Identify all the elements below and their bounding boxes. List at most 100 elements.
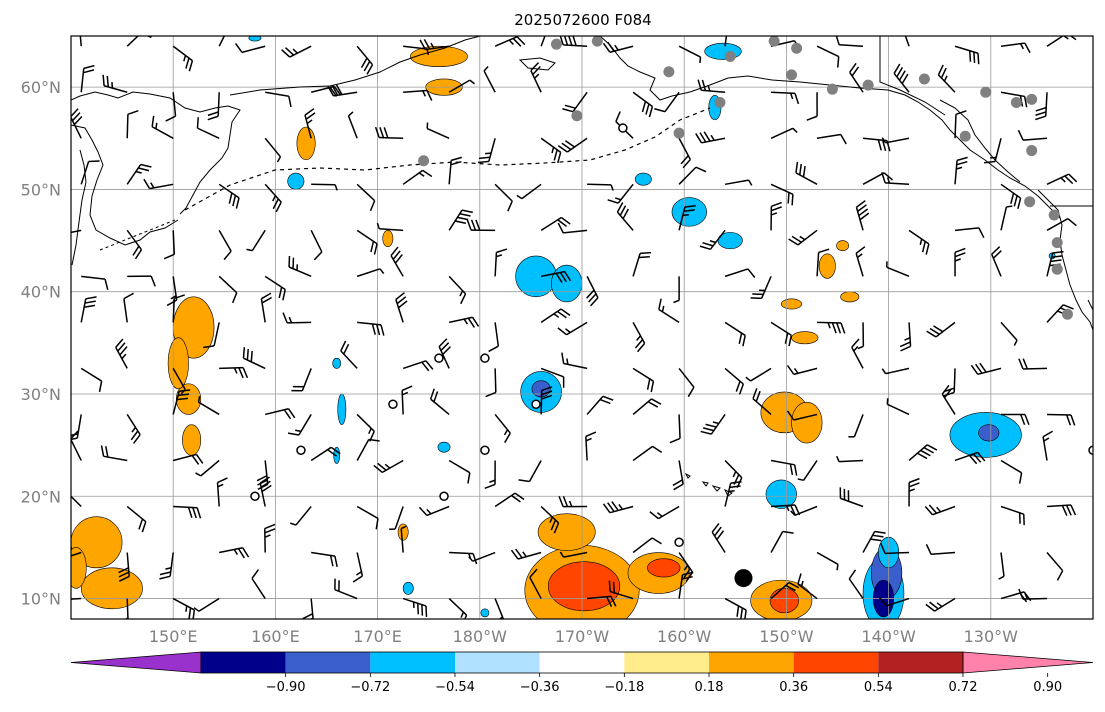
wind-barb-flag [275, 201, 282, 213]
positive-anomaly-area [80, 567, 143, 610]
wind-barb-flag [360, 57, 368, 68]
station-gray [591, 36, 603, 47]
wind-barb-flag [264, 523, 276, 530]
station-gray [663, 66, 675, 78]
coastline-west-coast [1037, 189, 1093, 331]
wind-barb-flag [697, 79, 702, 91]
wind-barb-flag [375, 518, 379, 530]
wind-barb [904, 36, 910, 47]
negative-anomaly-area [287, 172, 305, 190]
wind-barb-flag [478, 156, 491, 160]
wind-barb-flag [835, 36, 840, 45]
wind-barb [678, 367, 695, 398]
wind-barb-flag [553, 522, 560, 534]
negative-anomaly-area [634, 172, 652, 186]
positive-anomaly-area [537, 513, 596, 551]
colorbar-tick-label: 0.36 [779, 680, 808, 695]
wind-barb-flag [1019, 43, 1025, 50]
wind-barb [193, 597, 220, 612]
wind-barb [488, 322, 500, 353]
wind-barb-flag [195, 472, 202, 477]
wind-barb-flag [557, 222, 564, 234]
wind-barb-flag [792, 127, 798, 134]
wind-barb-flag [288, 96, 292, 108]
wind-barb-flag [557, 327, 567, 336]
wind-barb-flag [422, 169, 433, 178]
wind-barb [352, 552, 364, 583]
wind-barb-flag [333, 85, 342, 96]
wind-barb-flag [52, 226, 58, 235]
wind-barb-flag [728, 24, 739, 27]
wind-barb-flag [195, 453, 204, 464]
wind-barb [80, 296, 97, 323]
wind-barb-flag [368, 427, 372, 435]
wind-barb-flag [565, 328, 571, 334]
wind-barb [1000, 205, 1013, 231]
wind-barb-flag [786, 410, 795, 421]
wind-barb-flag [159, 575, 171, 580]
colorbar-segment [624, 652, 709, 673]
wind-barb-flag [622, 208, 629, 220]
wind-barb-flag [237, 548, 245, 559]
wind-barb [126, 505, 147, 533]
positive-anomaly-area [71, 547, 87, 589]
wind-barb-flag [733, 474, 740, 485]
wind-barb [724, 321, 746, 347]
wind-barb-flag [742, 335, 746, 347]
wind-barb [448, 209, 473, 231]
wind-barb-flag [956, 156, 968, 162]
wind-barb-flag [348, 111, 354, 117]
wind-barb-flag [440, 342, 450, 352]
wind-barb [418, 505, 450, 517]
wind-barb [79, 36, 82, 47]
wind-barb-staff [664, 91, 680, 113]
wind-barb [602, 501, 634, 514]
station-gray [1026, 93, 1038, 105]
wind-barb-flag [615, 111, 621, 122]
wind-barb-flag [559, 272, 567, 283]
wind-barb-flag [510, 549, 519, 560]
wind-barb-flag [1010, 192, 1015, 205]
wind-barb-staff [724, 36, 728, 47]
wind-barb [356, 413, 375, 442]
wind-barb-flag [207, 115, 219, 121]
wind-barb-flag [71, 112, 81, 122]
wind-barb-flag [138, 167, 150, 172]
wind-barb-flag [398, 300, 408, 309]
wind-barb-flag [442, 346, 451, 355]
wind-barb-flag [636, 342, 646, 353]
wind-barb-flag [1070, 504, 1077, 516]
wind-barb-flag [923, 446, 934, 454]
wind-barb [1046, 173, 1078, 185]
positive-anomaly-area [840, 291, 860, 303]
wind-barb [724, 597, 747, 619]
wind-barb-flag [818, 248, 830, 254]
wind-barb-flag [652, 445, 663, 454]
wind-barb-flag [377, 462, 387, 471]
wind-barb-flag [728, 20, 739, 23]
wind-barb [770, 127, 798, 139]
wind-barb-flag [334, 184, 338, 191]
lon-tick-label: 170°E [353, 627, 402, 646]
wind-barb-flag [566, 358, 569, 365]
wind-barb-flag [217, 483, 224, 488]
wind-barb [816, 133, 847, 145]
wind-barb [265, 407, 296, 420]
colorbar-tick-label: −0.90 [266, 680, 306, 695]
wind-barb-flag [376, 324, 381, 336]
wind-barb-flag [379, 268, 385, 274]
wind-barb-flag [1024, 414, 1030, 426]
wind-barb [770, 183, 794, 206]
wind-barb [941, 384, 956, 415]
wind-barb [448, 597, 468, 619]
wind-barb-flag [370, 241, 375, 253]
wind-barb [771, 91, 800, 105]
wind-barb-flag [264, 528, 276, 534]
wind-barb-staff [403, 45, 428, 50]
wind-barb-flag [943, 391, 955, 397]
wind-barb-flag [729, 485, 741, 489]
wind-barb-flag [709, 240, 716, 244]
wind-barb-flag [185, 57, 190, 69]
wind-barb [477, 138, 496, 164]
wind-barb-flag [1013, 195, 1018, 207]
